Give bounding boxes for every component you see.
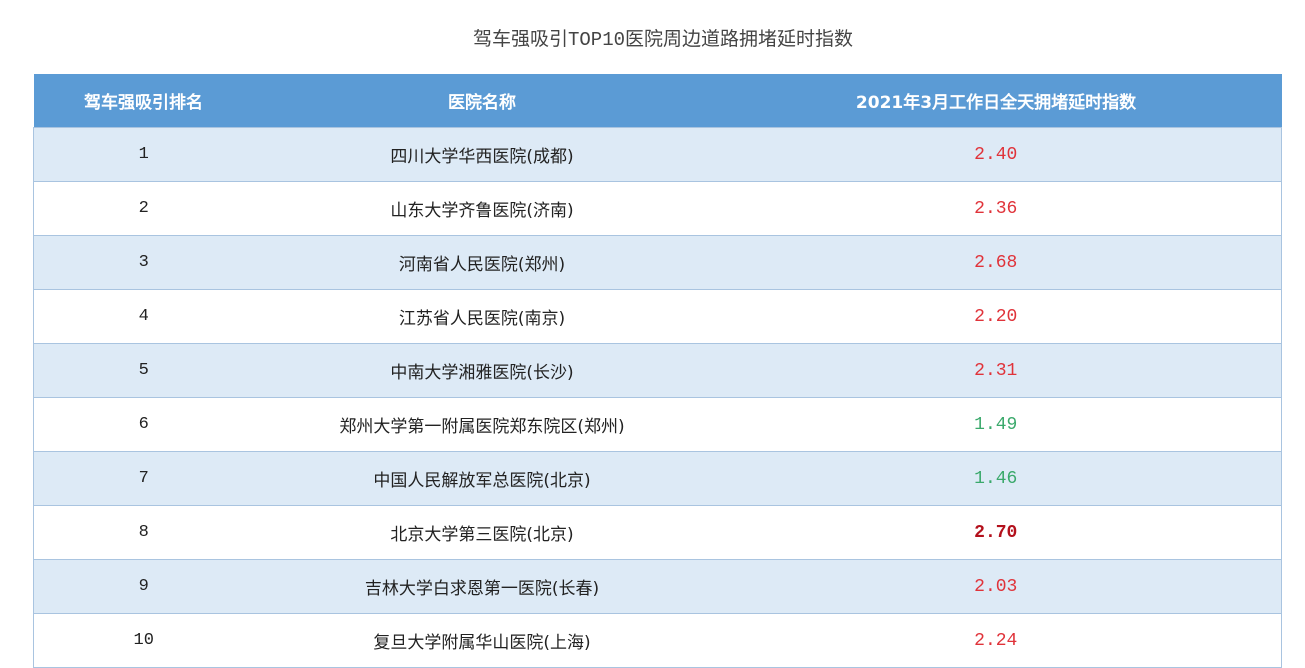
index-value-cell: 2.20 [710, 289, 1282, 344]
header-index: 2021年3月工作日全天拥堵延时指数 [710, 74, 1282, 128]
hospital-name-cell: 四川大学华西医院(成都) [253, 127, 711, 182]
rank-cell: 3 [33, 235, 254, 290]
table-row: 3 河南省人民医院(郑州) 2.68 [33, 235, 1282, 290]
index-value-cell: 2.03 [710, 559, 1282, 614]
rank-cell: 8 [33, 505, 254, 560]
hospital-name-cell: 复旦大学附属华山医院(上海) [253, 613, 711, 668]
hospital-name-cell: 山东大学齐鲁医院(济南) [253, 181, 711, 236]
index-value-cell: 1.46 [710, 451, 1282, 506]
rank-cell: 10 [33, 613, 254, 668]
table-row: 5 中南大学湘雅医院(长沙) 2.31 [33, 343, 1282, 398]
index-value-cell: 2.40 [710, 127, 1282, 182]
table-row: 10 复旦大学附属华山医院(上海) 2.24 [33, 613, 1282, 668]
rank-cell: 2 [33, 181, 254, 236]
table-row: 2 山东大学齐鲁医院(济南) 2.36 [33, 181, 1282, 236]
index-value-cell: 2.31 [710, 343, 1282, 398]
rank-cell: 7 [33, 451, 254, 506]
rank-cell: 4 [33, 289, 254, 344]
rank-cell: 6 [33, 397, 254, 452]
hospital-name-cell: 郑州大学第一附属医院郑东院区(郑州) [253, 397, 711, 452]
index-value-cell: 2.68 [710, 235, 1282, 290]
index-value-cell: 2.36 [710, 181, 1282, 236]
hospital-name-cell: 河南省人民医院(郑州) [253, 235, 711, 290]
rank-cell: 1 [33, 127, 254, 182]
rank-cell: 5 [33, 343, 254, 398]
title-top10: TOP10 [567, 29, 625, 51]
rank-cell: 9 [33, 559, 254, 614]
hospital-name-cell: 中南大学湘雅医院(长沙) [253, 343, 711, 398]
table-row: 4 江苏省人民医院(南京) 2.20 [33, 289, 1282, 344]
index-value-cell: 1.49 [710, 397, 1282, 452]
hospital-name-cell: 中国人民解放军总医院(北京) [253, 451, 711, 506]
table-header: 驾车强吸引排名 医院名称 2021年3月工作日全天拥堵延时指数 [33, 74, 1282, 128]
title-suffix: 医院周边道路拥堵延时指数 [625, 28, 854, 50]
hospital-congestion-table: 驾车强吸引排名 医院名称 2021年3月工作日全天拥堵延时指数 1 四川大学华西医… [33, 74, 1282, 668]
table-row: 8 北京大学第三医院(北京) 2.70 [33, 505, 1282, 560]
table-row: 6 郑州大学第一附属医院郑东院区(郑州) 1.49 [33, 397, 1282, 452]
page-title: 驾车强吸引TOP10医院周边道路拥堵延时指数 [0, 24, 1305, 51]
header-hospital: 医院名称 [253, 74, 711, 128]
table-row: 7 中国人民解放军总医院(北京) 1.46 [33, 451, 1282, 506]
hospital-name-cell: 江苏省人民医院(南京) [253, 289, 711, 344]
index-value-cell: 2.70 [710, 505, 1282, 560]
hospital-name-cell: 北京大学第三医院(北京) [253, 505, 711, 560]
hospital-name-cell: 吉林大学白求恩第一医院(长春) [253, 559, 711, 614]
table-row: 1 四川大学华西医院(成都) 2.40 [33, 127, 1282, 182]
index-value-cell: 2.24 [710, 613, 1282, 668]
title-prefix: 驾车强吸引 [472, 28, 568, 50]
header-rank: 驾车强吸引排名 [33, 74, 254, 128]
table-row: 9 吉林大学白求恩第一医院(长春) 2.03 [33, 559, 1282, 614]
